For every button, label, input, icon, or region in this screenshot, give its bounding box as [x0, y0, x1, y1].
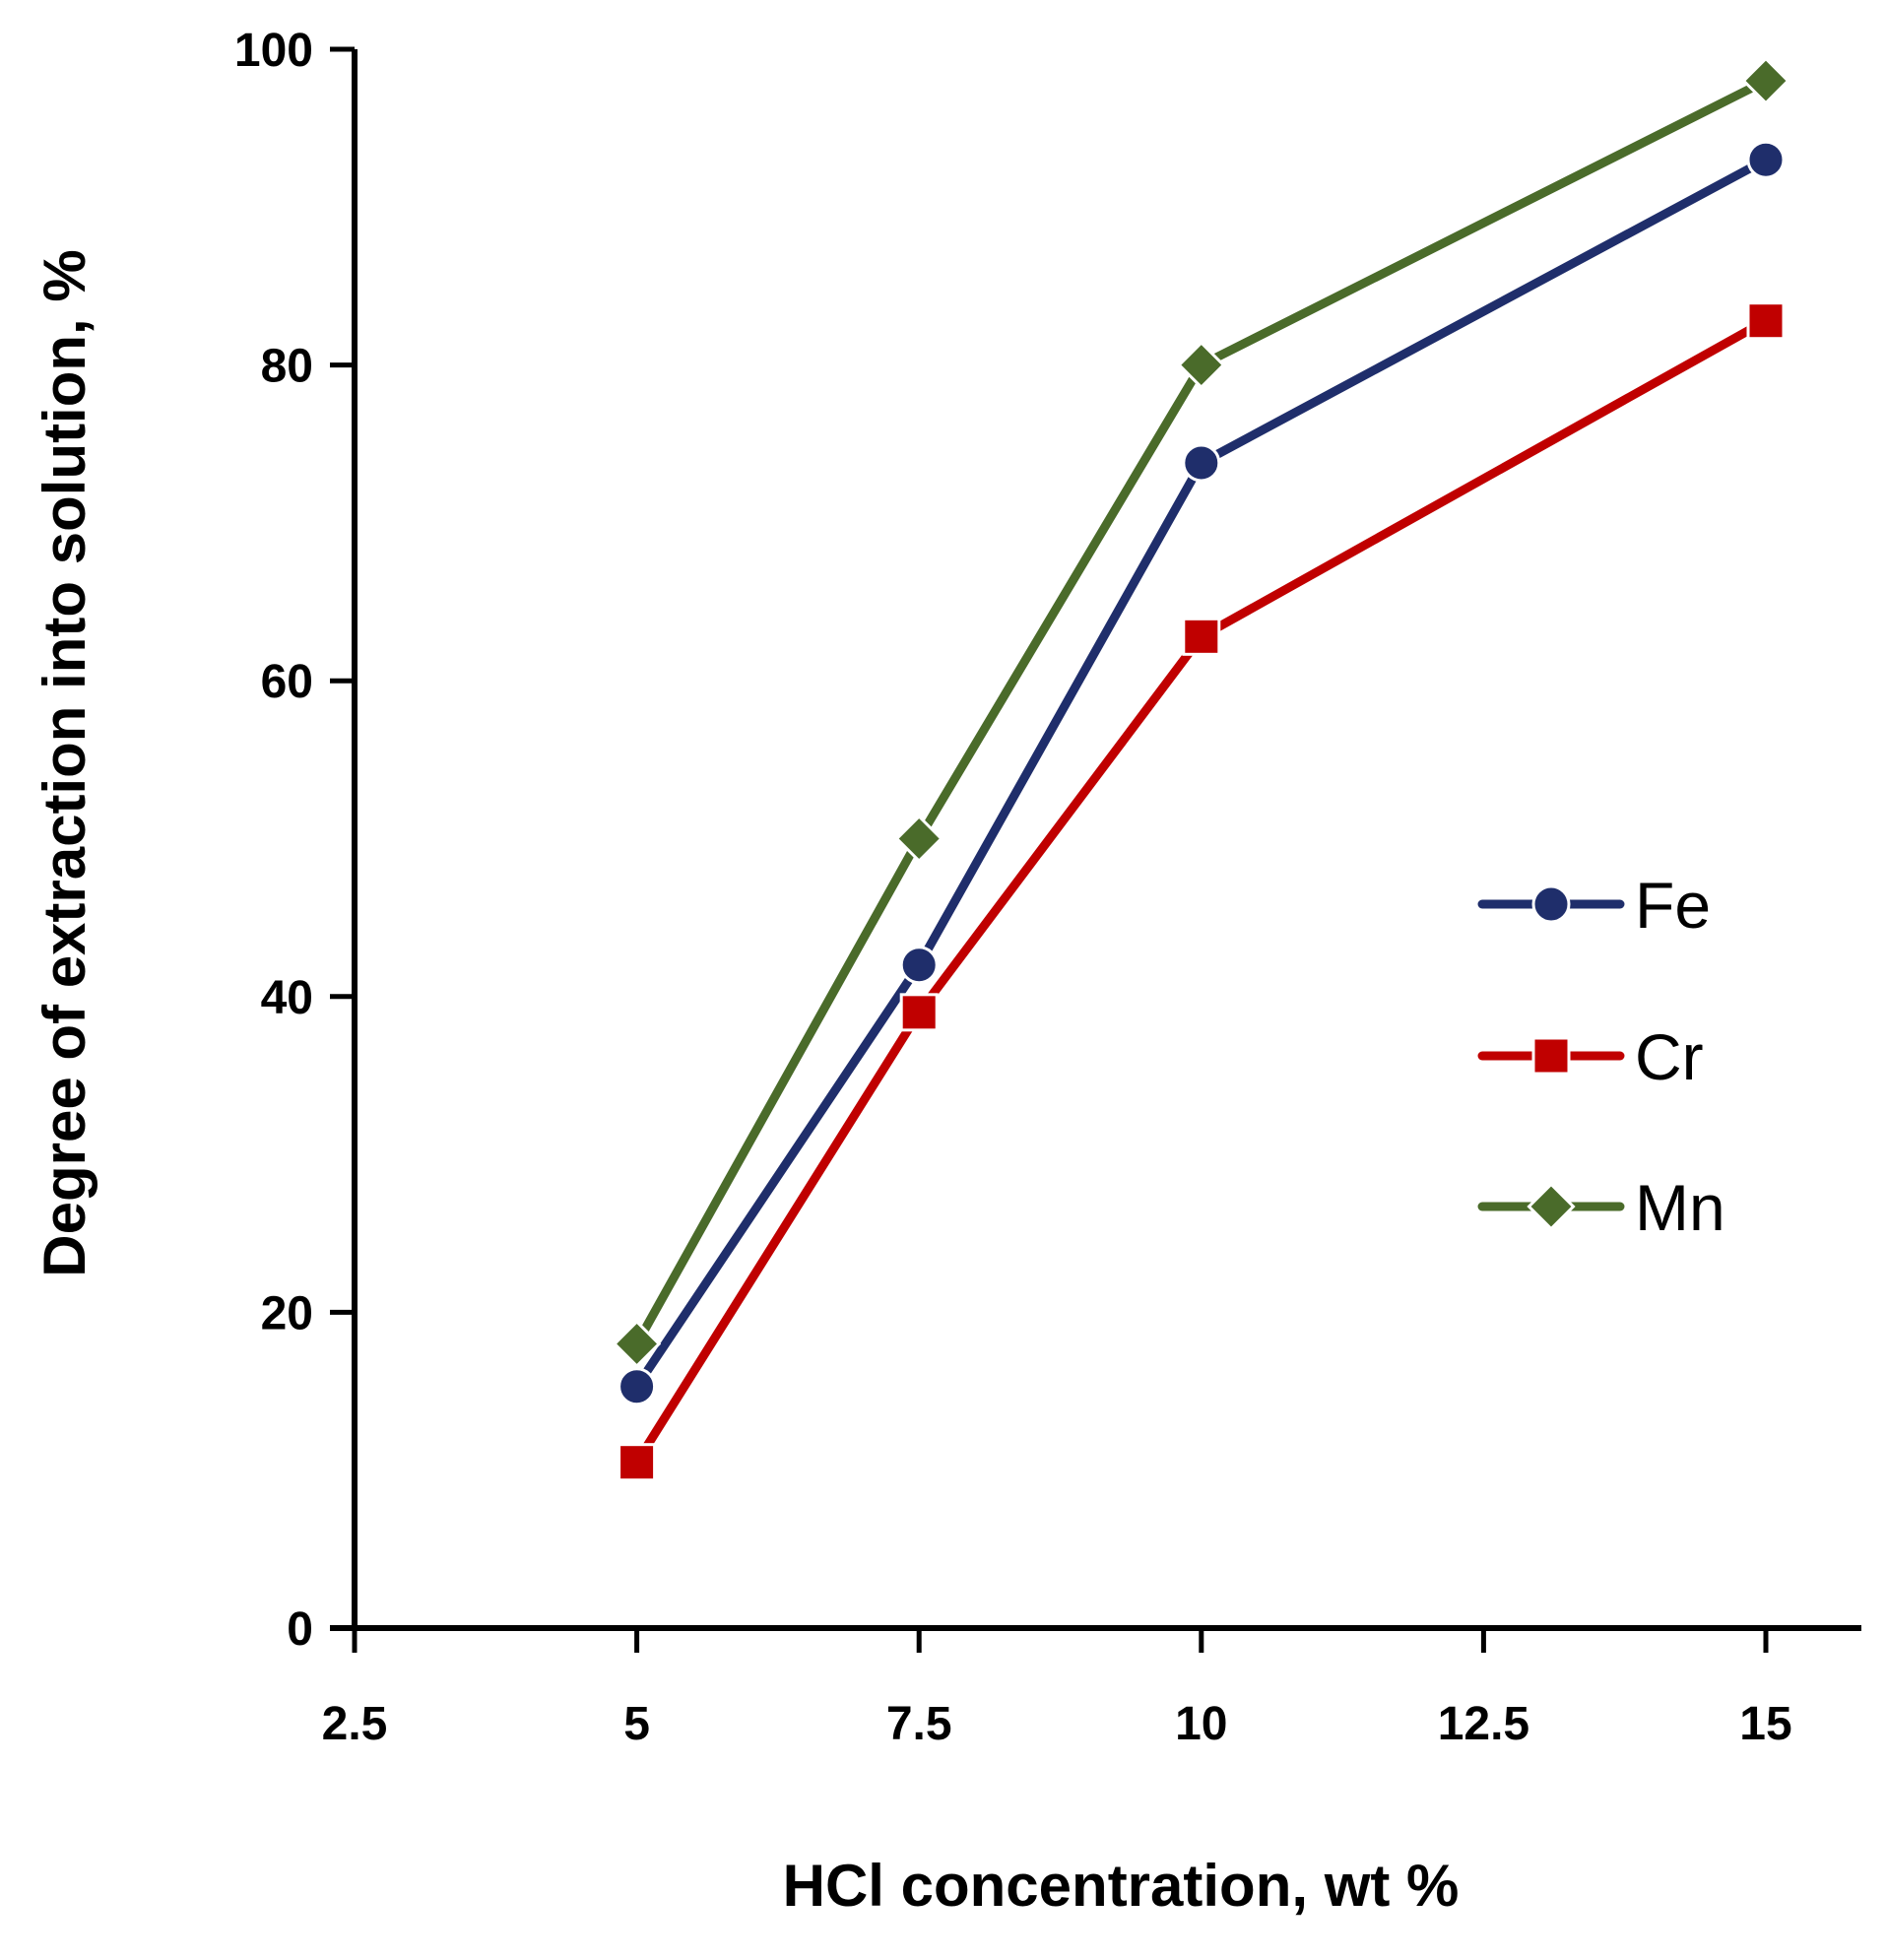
x-axis-title: HCl concentration, wt % — [783, 1853, 1460, 1919]
data-point-mn — [612, 1319, 662, 1369]
data-point-fe — [899, 946, 939, 985]
series-mn — [612, 56, 1790, 1369]
x-tick-label: 5 — [623, 1698, 650, 1750]
data-point-fe — [1746, 140, 1786, 179]
series — [612, 56, 1790, 1482]
y-tick-label: 80 — [261, 341, 313, 393]
axes — [330, 49, 1861, 1631]
ticks: 0 20 40 60 80 100 2.5 5 7.5 10 12.5 15 — [234, 25, 1792, 1750]
data-point-fe — [618, 1367, 657, 1406]
series-line-fe — [632, 155, 1771, 1392]
series-fe — [618, 140, 1786, 1406]
y-tick-label: 0 — [287, 1603, 313, 1656]
y-tick-label: 60 — [261, 656, 313, 708]
series-line-mn — [632, 76, 1771, 1348]
y-tick-label: 20 — [261, 1287, 313, 1339]
y-tick-label: 40 — [261, 972, 313, 1024]
data-point-mn — [1177, 340, 1226, 390]
x-tick-label: 12.5 — [1438, 1698, 1529, 1750]
x-tick-label: 10 — [1175, 1698, 1227, 1750]
data-point-fe — [1182, 443, 1221, 483]
legend-marker-mn — [1527, 1182, 1576, 1231]
legend: Fe Cr Mn — [1477, 869, 1725, 1244]
data-point-mn — [894, 814, 943, 864]
data-point-mn — [1741, 56, 1790, 105]
legend-item-fe: Fe — [1477, 869, 1711, 942]
data-point-cr — [618, 1443, 657, 1482]
legend-marker-fe — [1531, 884, 1571, 924]
legend-item-mn: Mn — [1477, 1171, 1725, 1244]
data-point-cr — [1746, 301, 1786, 341]
x-tick-label: 7.5 — [886, 1698, 952, 1750]
y-axis-title: Degree of extraction into solution, % — [32, 249, 98, 1276]
x-tick-label: 15 — [1739, 1698, 1791, 1750]
legend-label-mn: Mn — [1635, 1171, 1725, 1244]
series-cr — [618, 301, 1786, 1482]
y-tick-label: 100 — [234, 25, 313, 77]
legend-marker-cr — [1531, 1036, 1571, 1076]
x-tick-label: 2.5 — [322, 1698, 388, 1750]
series-line-cr — [632, 316, 1771, 1468]
legend-label-fe: Fe — [1635, 869, 1711, 942]
legend-item-cr: Cr — [1477, 1020, 1704, 1093]
data-point-cr — [899, 993, 939, 1032]
legend-label-cr: Cr — [1635, 1020, 1704, 1093]
data-point-cr — [1182, 617, 1221, 656]
